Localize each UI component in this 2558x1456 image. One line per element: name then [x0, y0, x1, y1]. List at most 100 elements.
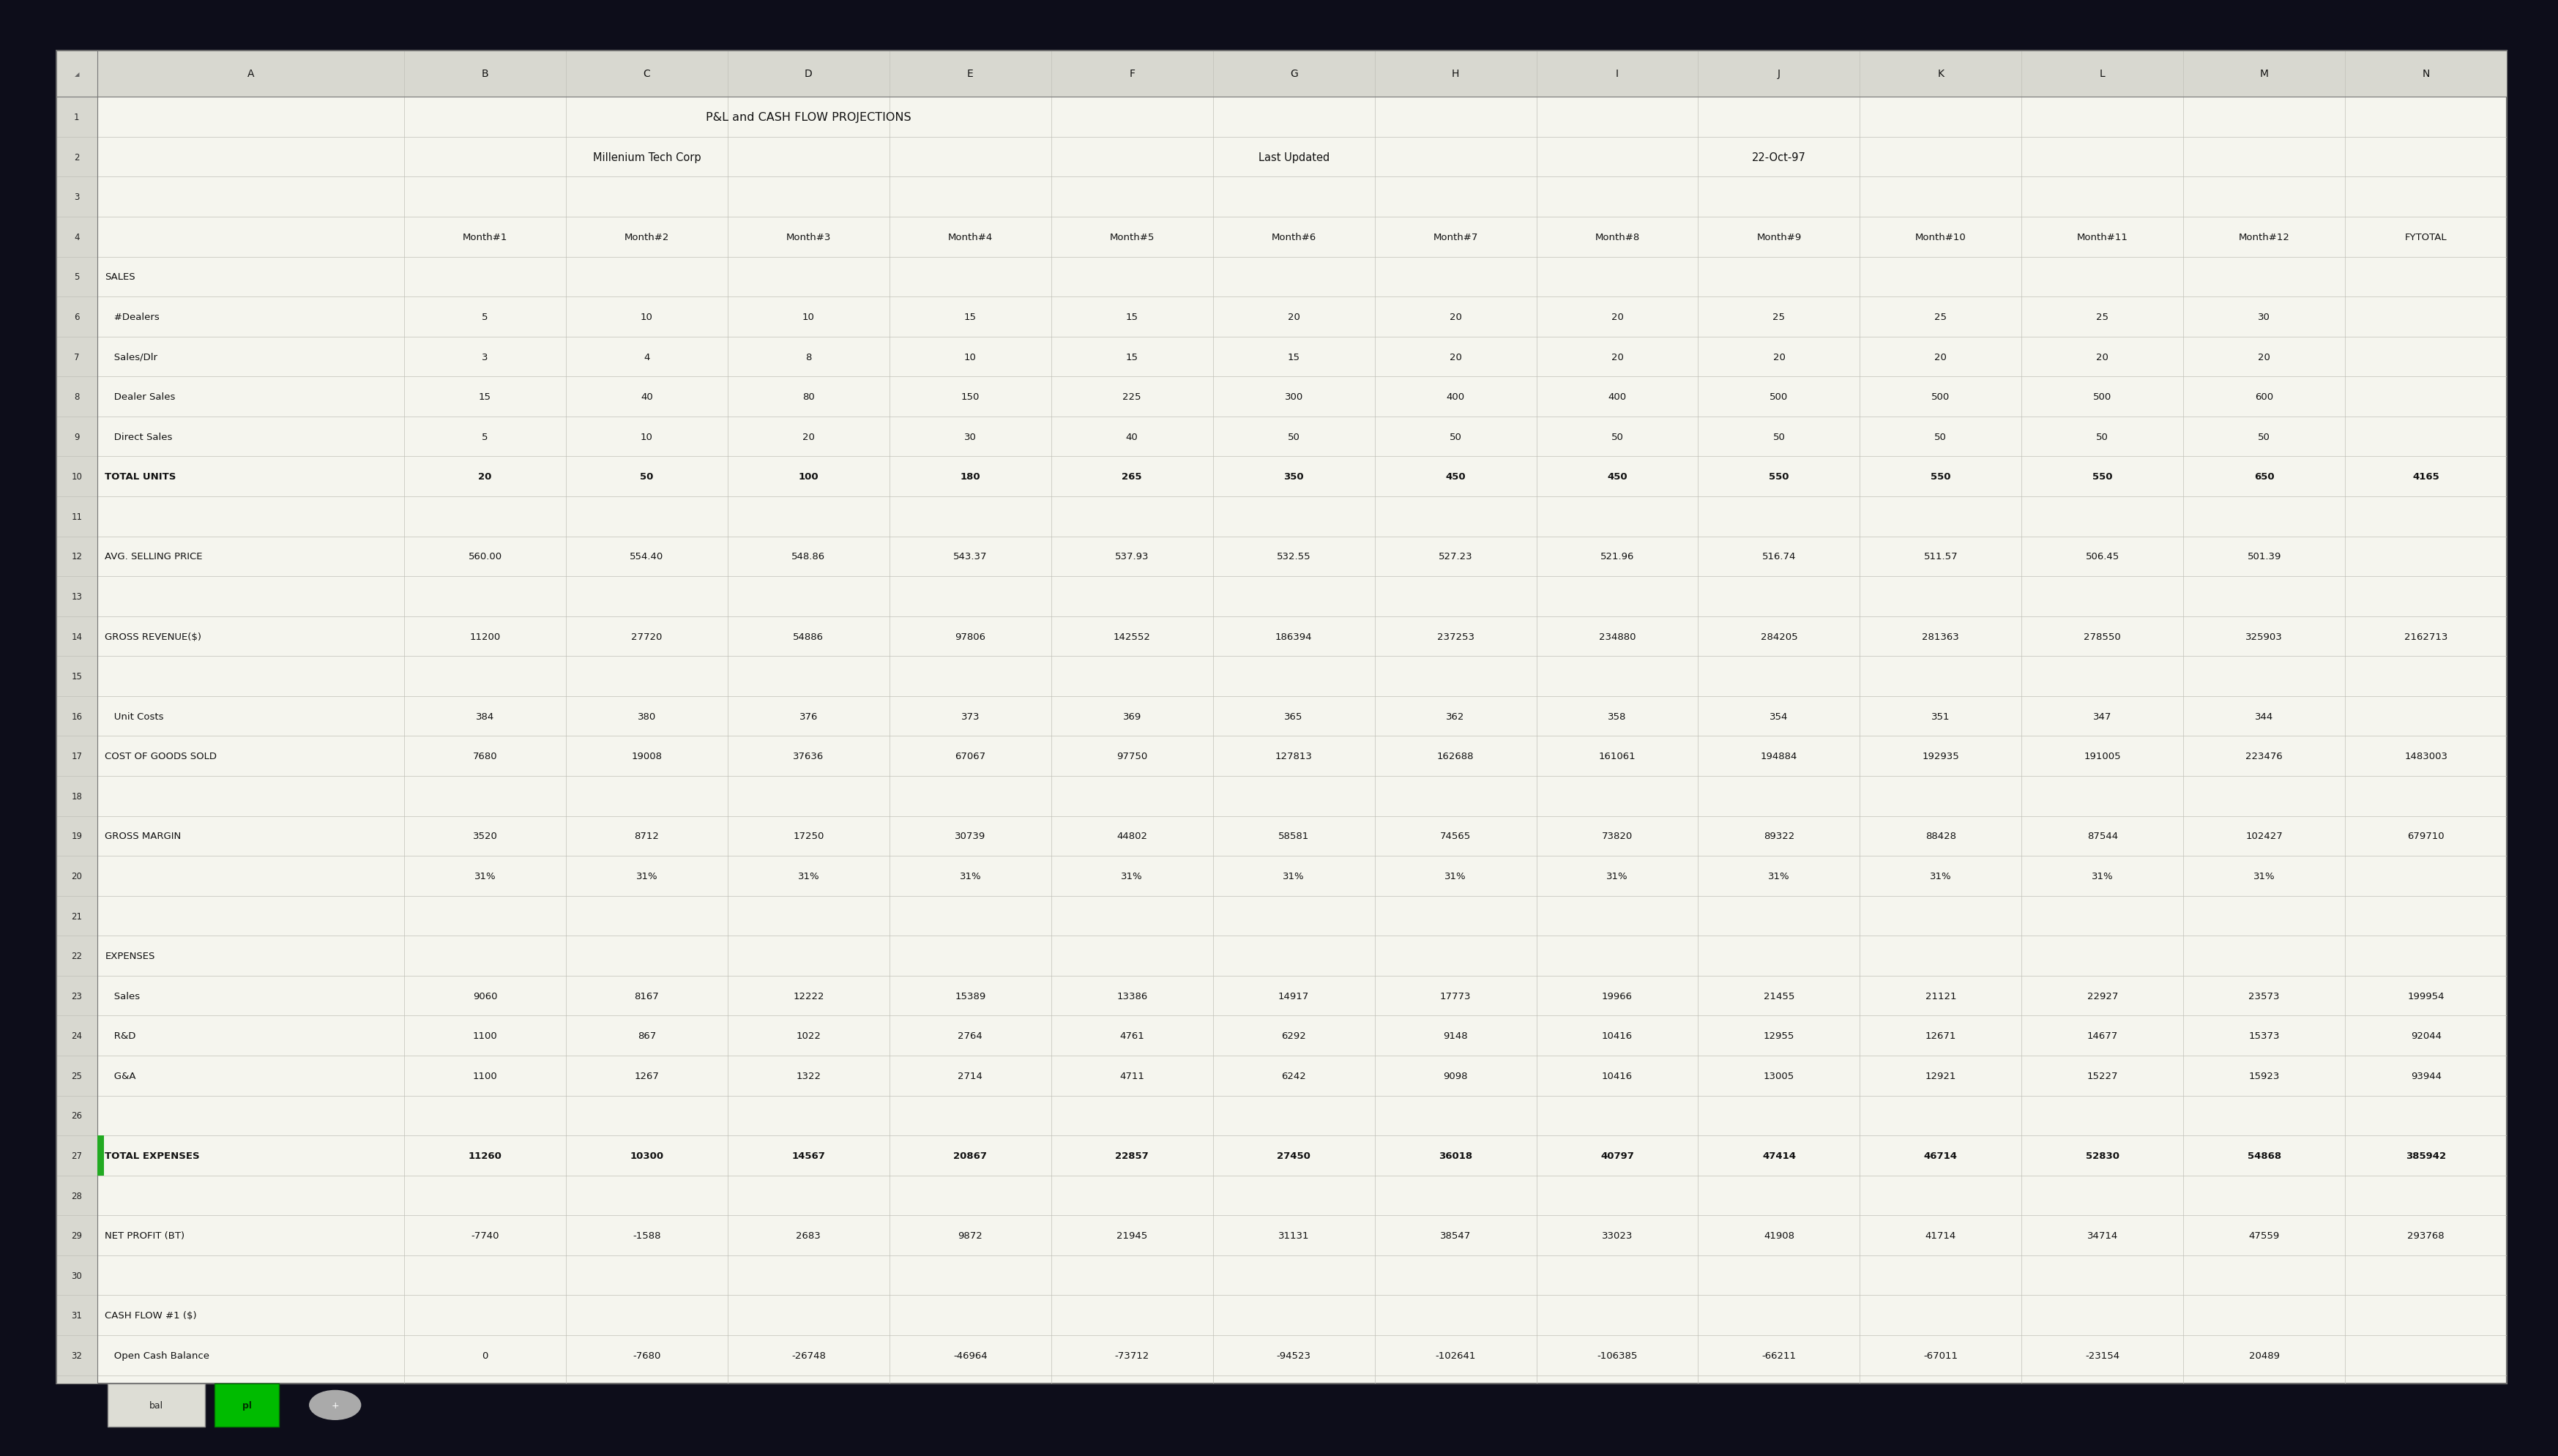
Text: 15373: 15373: [2248, 1031, 2279, 1041]
Text: 20: 20: [478, 472, 491, 482]
Text: 127813: 127813: [1274, 751, 1312, 761]
Text: 97806: 97806: [954, 632, 985, 641]
Text: -102641: -102641: [1435, 1351, 1476, 1360]
Text: FYTOTAL: FYTOTAL: [2405, 233, 2448, 242]
Text: EXPENSES: EXPENSES: [105, 951, 156, 961]
Text: 10300: 10300: [629, 1150, 663, 1160]
FancyBboxPatch shape: [107, 1383, 205, 1427]
Text: 31%: 31%: [798, 871, 819, 881]
Text: 40: 40: [1126, 432, 1138, 441]
Text: 3: 3: [481, 352, 489, 363]
Text: 93944: 93944: [2410, 1072, 2440, 1080]
Text: 10: 10: [803, 313, 813, 322]
Text: 450: 450: [1606, 472, 1627, 482]
Text: 354: 354: [1770, 712, 1788, 721]
Text: 11200: 11200: [471, 632, 501, 641]
Text: 162688: 162688: [1438, 751, 1473, 761]
Text: 74565: 74565: [1440, 831, 1471, 842]
Text: 44802: 44802: [1118, 831, 1149, 842]
Text: L: L: [2100, 68, 2105, 80]
Text: 19008: 19008: [632, 751, 663, 761]
Text: 12955: 12955: [1762, 1031, 1796, 1041]
Text: Unit Costs: Unit Costs: [105, 712, 164, 721]
Text: 521.96: 521.96: [1601, 552, 1635, 562]
Text: 31%: 31%: [1768, 871, 1791, 881]
Text: 41908: 41908: [1762, 1230, 1793, 1241]
Text: 384: 384: [476, 712, 494, 721]
Text: 17: 17: [72, 751, 82, 761]
Text: N: N: [2422, 68, 2430, 80]
Text: Open Cash Balance: Open Cash Balance: [105, 1351, 210, 1360]
Text: +: +: [330, 1401, 340, 1409]
Text: 12921: 12921: [1926, 1072, 1957, 1080]
Text: Month#1: Month#1: [463, 233, 506, 242]
Text: 1267: 1267: [634, 1072, 660, 1080]
Text: 14: 14: [72, 632, 82, 641]
Text: 16: 16: [72, 712, 82, 721]
Text: 27450: 27450: [1276, 1150, 1310, 1160]
Text: E: E: [967, 68, 975, 80]
Text: -26748: -26748: [790, 1351, 826, 1360]
Text: 21: 21: [72, 911, 82, 920]
Text: P&L and CASH FLOW PROJECTIONS: P&L and CASH FLOW PROJECTIONS: [706, 112, 911, 122]
Text: 20: 20: [1287, 313, 1299, 322]
Text: 194884: 194884: [1760, 751, 1798, 761]
Text: 516.74: 516.74: [1762, 552, 1796, 562]
Text: 537.93: 537.93: [1115, 552, 1149, 562]
Text: 15: 15: [72, 671, 82, 681]
Text: 281363: 281363: [1921, 632, 1959, 641]
Text: 5: 5: [481, 432, 489, 441]
Text: 0: 0: [481, 1351, 489, 1360]
Text: -1588: -1588: [632, 1230, 660, 1241]
Text: 500: 500: [2092, 392, 2113, 402]
Text: 20: 20: [2259, 352, 2272, 363]
Text: TOTAL EXPENSES: TOTAL EXPENSES: [105, 1150, 200, 1160]
Text: 20: 20: [72, 871, 82, 881]
Text: 8: 8: [806, 352, 811, 363]
Text: -23154: -23154: [2085, 1351, 2121, 1360]
Text: ◢: ◢: [74, 71, 79, 77]
Text: 30: 30: [2259, 313, 2272, 322]
Text: Sales/Dlr: Sales/Dlr: [105, 352, 159, 363]
Text: 2683: 2683: [796, 1230, 821, 1241]
Text: AVG. SELLING PRICE: AVG. SELLING PRICE: [105, 552, 202, 562]
Text: 2714: 2714: [957, 1072, 982, 1080]
Text: M: M: [2259, 68, 2269, 80]
Text: -66211: -66211: [1762, 1351, 1796, 1360]
Text: 12222: 12222: [793, 992, 824, 1000]
Text: 37636: 37636: [793, 751, 824, 761]
Text: 4711: 4711: [1120, 1072, 1143, 1080]
Text: 22: 22: [72, 951, 82, 961]
Text: 31%: 31%: [1929, 871, 1952, 881]
Text: 32: 32: [72, 1351, 82, 1360]
Text: 142552: 142552: [1113, 632, 1151, 641]
Text: 199954: 199954: [2407, 992, 2445, 1000]
Text: 33023: 33023: [1601, 1230, 1632, 1241]
Text: 161061: 161061: [1599, 751, 1635, 761]
Text: SALES: SALES: [105, 272, 136, 282]
Text: 30739: 30739: [954, 831, 985, 842]
Text: 36018: 36018: [1438, 1150, 1473, 1160]
Text: 9060: 9060: [473, 992, 496, 1000]
Text: -106385: -106385: [1596, 1351, 1637, 1360]
Text: 15923: 15923: [2248, 1072, 2279, 1080]
Text: 9098: 9098: [1443, 1072, 1468, 1080]
Text: 3: 3: [74, 192, 79, 202]
FancyBboxPatch shape: [56, 98, 97, 1383]
Text: NET PROFIT (BT): NET PROFIT (BT): [105, 1230, 184, 1241]
Text: 30: 30: [72, 1271, 82, 1280]
Text: 87544: 87544: [2087, 831, 2118, 842]
Text: 9: 9: [74, 432, 79, 441]
Text: 550: 550: [2092, 472, 2113, 482]
Text: I: I: [1617, 68, 1619, 80]
Text: 550: 550: [1770, 472, 1788, 482]
Text: 5: 5: [481, 313, 489, 322]
Text: 25: 25: [72, 1072, 82, 1080]
Text: G: G: [1289, 68, 1297, 80]
Text: 22927: 22927: [2087, 992, 2118, 1000]
Text: 10: 10: [640, 313, 652, 322]
Text: 150: 150: [962, 392, 980, 402]
Text: 17773: 17773: [1440, 992, 1471, 1000]
Text: 100: 100: [798, 472, 819, 482]
Text: 31%: 31%: [637, 871, 657, 881]
